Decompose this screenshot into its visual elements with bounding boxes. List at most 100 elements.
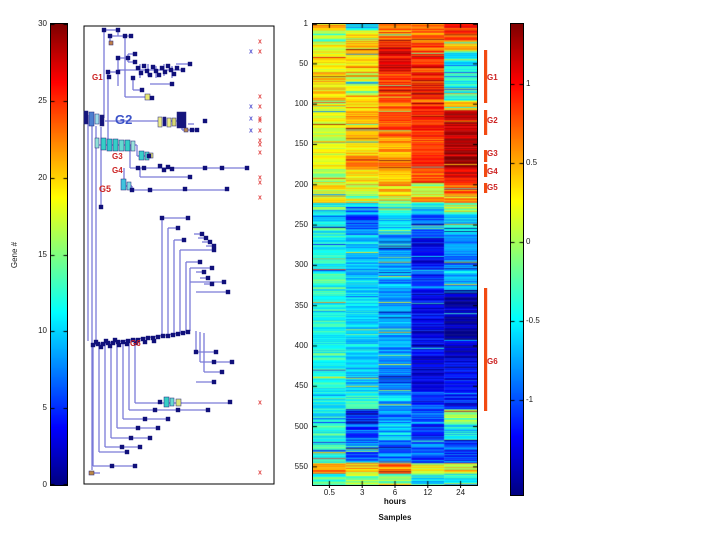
- red-x-marker: x: [258, 116, 262, 123]
- dendrogram-node: [189, 127, 195, 133]
- heatmap-ytick-label: 350: [294, 300, 308, 310]
- cluster-color-marker: [171, 117, 177, 127]
- cluster-color-marker: [169, 397, 175, 407]
- dendrogram-node: [147, 187, 153, 193]
- dendrogram-border: [83, 25, 275, 485]
- heatmap-panel: [312, 23, 478, 486]
- dendrogram-node: [90, 342, 96, 348]
- dendrogram-node: [140, 336, 146, 342]
- dendrogram-node: [144, 68, 150, 74]
- cluster-color-marker: [175, 398, 182, 407]
- dendrogram-node: [153, 68, 159, 74]
- dendrogram-node: [135, 425, 141, 431]
- dendrogram-node: [207, 239, 213, 245]
- cluster-color-marker: [144, 93, 151, 101]
- heatmap-ytick-label: 550: [294, 461, 308, 471]
- left-colorbar-gradient: [51, 24, 67, 485]
- heatmap-cluster-bar-g6: [484, 288, 488, 411]
- dendrogram-node: [95, 341, 101, 347]
- cluster-color-marker: [94, 137, 100, 149]
- dendrogram-node: [106, 74, 112, 80]
- dendrogram-node: [175, 407, 181, 413]
- dendrogram-node: [211, 379, 217, 385]
- dendrogram-node: [221, 279, 227, 285]
- red-x-marker: x: [258, 39, 262, 46]
- red-x-marker: x: [258, 104, 262, 111]
- heatmap-ytick-label: 300: [294, 260, 308, 270]
- dendrogram-node: [129, 187, 135, 193]
- dendrogram-node: [135, 65, 141, 71]
- dendrogram-node: [130, 75, 136, 81]
- dendrogram-node: [124, 449, 130, 455]
- heatmap-ytick-label: 500: [294, 421, 308, 431]
- dendrogram-node: [181, 237, 187, 243]
- dendrogram-node: [98, 204, 104, 210]
- heatmap-cluster-label-g6: G6: [487, 356, 498, 366]
- dendrogram-node: [115, 339, 121, 345]
- heatmap-cluster-label-g2: G2: [487, 115, 498, 125]
- dendrogram-node: [155, 425, 161, 431]
- dendrogram-node: [202, 118, 208, 124]
- dendrogram-node: [201, 269, 207, 275]
- heatmap-cluster-label-g5: G5: [487, 182, 498, 192]
- cluster-color-marker: [148, 152, 154, 159]
- heatmap-xtick-label: 24: [456, 488, 466, 497]
- dendrogram-node: [197, 259, 203, 265]
- dendrogram-node: [244, 165, 250, 171]
- dendrogram-cluster-label-g4: G4: [112, 166, 123, 175]
- dendrogram-node: [100, 341, 106, 347]
- left-colorbar-tick-label: 0: [42, 480, 47, 489]
- dendrogram-node: [205, 275, 211, 281]
- left-colorbar-tick-label: 25: [38, 96, 47, 105]
- dendrogram-cluster-label-g3: G3: [112, 152, 123, 161]
- dendrogram-node: [193, 349, 199, 355]
- dendrogram-node: [205, 407, 211, 413]
- cluster-color-marker: [106, 138, 113, 152]
- dendrogram-node: [199, 231, 205, 237]
- dendrogram-node: [169, 166, 175, 172]
- dendrogram-node: [159, 65, 165, 71]
- dendrogram-node: [137, 444, 143, 450]
- dendrogram-node: [209, 281, 215, 287]
- dendrogram-node: [116, 342, 122, 348]
- blue-x-marker: x: [249, 128, 253, 135]
- red-x-marker: x: [258, 142, 262, 149]
- dendrogram-cluster-label-g2: G2: [115, 112, 133, 127]
- dendrogram-node: [175, 225, 181, 231]
- heatmap-xtick-label: 12: [423, 488, 433, 497]
- red-x-marker: x: [258, 150, 262, 157]
- cluster-color-marker: [120, 178, 127, 191]
- cluster-color-marker: [183, 127, 189, 133]
- dendrogram-node: [141, 63, 147, 69]
- heatmap-ytick-label: 50: [299, 58, 308, 68]
- right-colorbar-tick-label: 1: [526, 79, 531, 88]
- red-x-marker: x: [258, 128, 262, 135]
- cluster-color-marker: [126, 181, 132, 191]
- cluster-color-marker: [138, 150, 145, 161]
- dendrogram-node: [170, 332, 176, 338]
- dendrogram-node: [101, 27, 107, 33]
- dendrogram-node: [211, 359, 217, 365]
- dendrogram-node: [122, 33, 128, 39]
- dendrogram-node: [146, 153, 152, 159]
- blue-x-marker: x: [249, 116, 253, 123]
- right-colorbar-tick-label: 0.5: [526, 158, 538, 167]
- left-colorbar-tick-label: 5: [42, 403, 47, 412]
- dendrogram-node: [142, 416, 148, 422]
- dendrogram-node: [225, 289, 231, 295]
- dendrogram-node: [132, 59, 138, 65]
- dendrogram-node: [125, 55, 131, 61]
- heatmap-xtick-label: 6: [392, 488, 398, 497]
- dendrogram-node: [194, 127, 200, 133]
- dendrogram-node: [156, 72, 162, 78]
- dendrogram-node: [132, 51, 138, 57]
- dendrogram-node: [147, 435, 153, 441]
- dendrogram-node: [180, 330, 186, 336]
- cluster-color-marker: [163, 396, 170, 408]
- cluster-color-marker: [88, 111, 95, 127]
- cluster-color-marker: [83, 110, 89, 125]
- red-x-marker: x: [258, 400, 262, 407]
- cluster-color-marker: [124, 139, 131, 152]
- dendrogram-node: [93, 339, 99, 345]
- left-colorbar-tick-label: 20: [38, 173, 47, 182]
